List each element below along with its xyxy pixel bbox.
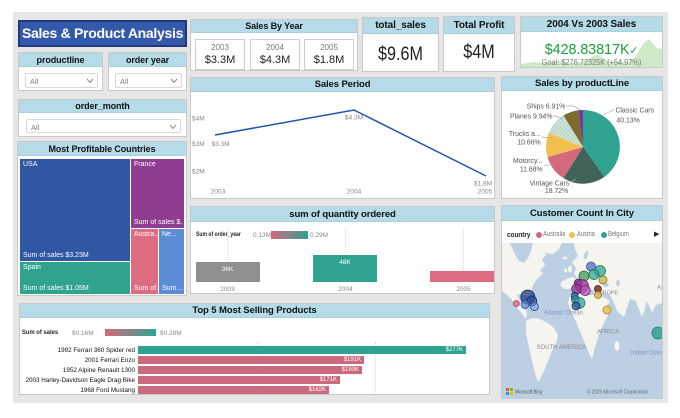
svg-text:AS: AS (657, 286, 662, 292)
svg-text:Trucks a...: Trucks a... (509, 131, 541, 138)
svg-text:10.66%: 10.66% (517, 139, 540, 146)
svg-text:Ships 6.91%: Ships 6.91% (527, 103, 566, 110)
svg-text:11.68%: 11.68% (520, 166, 543, 173)
svg-text:$3.3M: $3.3M (212, 141, 230, 148)
svg-text:EUROPE: EUROPE (595, 291, 619, 297)
svg-text:Microsoft Bing: Microsoft Bing (515, 390, 542, 396)
svg-text:18.72%: 18.72% (545, 188, 568, 195)
svg-text:Vintage Cars: Vintage Cars (530, 181, 570, 188)
svg-text:$4.3M: $4.3M (345, 115, 363, 122)
svg-text:Atlantic Ocean: Atlantic Ocean (544, 311, 583, 317)
svg-text:Motorcy...: Motorcy... (513, 158, 543, 165)
svg-text:$2M: $2M (192, 169, 205, 176)
svg-text:AFRICA: AFRICA (597, 330, 619, 336)
svg-text:$4M: $4M (192, 116, 205, 123)
svg-text:2003: 2003 (211, 189, 226, 196)
svg-text:SOUTH AMERICA: SOUTH AMERICA (537, 345, 587, 351)
svg-text:$3M: $3M (192, 141, 205, 148)
svg-text:Classic Cars: Classic Cars (615, 107, 654, 114)
svg-text:$1.8M: $1.8M (474, 181, 492, 188)
svg-text:2004: 2004 (347, 189, 362, 196)
svg-text:Indian Ocea: Indian Ocea (631, 351, 662, 357)
svg-text:40.13%: 40.13% (616, 117, 639, 124)
svg-text:Planes 9.94%: Planes 9.94% (510, 113, 552, 120)
svg-text:2005: 2005 (478, 189, 493, 196)
svg-text:© 2025 Microsoft Corporation: © 2025 Microsoft Corporation (587, 389, 648, 396)
